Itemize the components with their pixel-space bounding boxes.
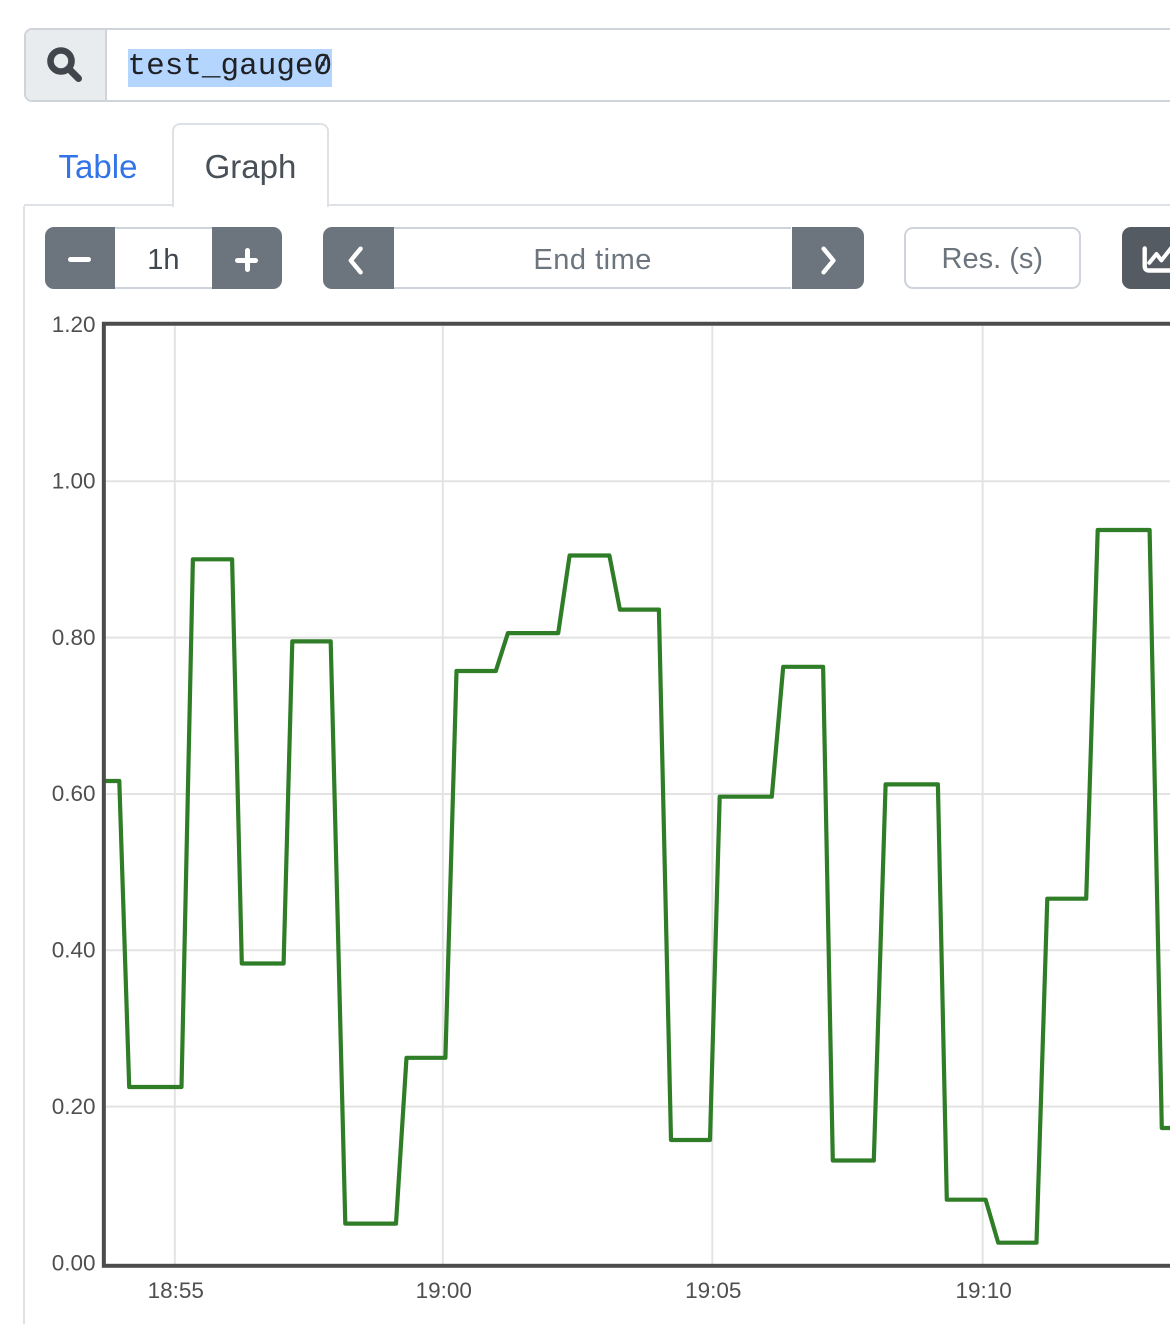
svg-text:0.60: 0.60	[52, 781, 96, 806]
svg-text:19:10: 19:10	[955, 1278, 1011, 1303]
svg-text:18:55: 18:55	[148, 1278, 204, 1303]
svg-text:1.00: 1.00	[52, 468, 96, 493]
svg-text:0.40: 0.40	[52, 938, 96, 963]
svg-text:19:00: 19:00	[416, 1278, 472, 1303]
svg-text:0.20: 0.20	[52, 1094, 96, 1119]
svg-text:0.80: 0.80	[52, 625, 96, 650]
svg-text:1.20: 1.20	[52, 312, 96, 337]
svg-text:0.00: 0.00	[52, 1250, 96, 1275]
svg-text:19:05: 19:05	[685, 1278, 741, 1303]
